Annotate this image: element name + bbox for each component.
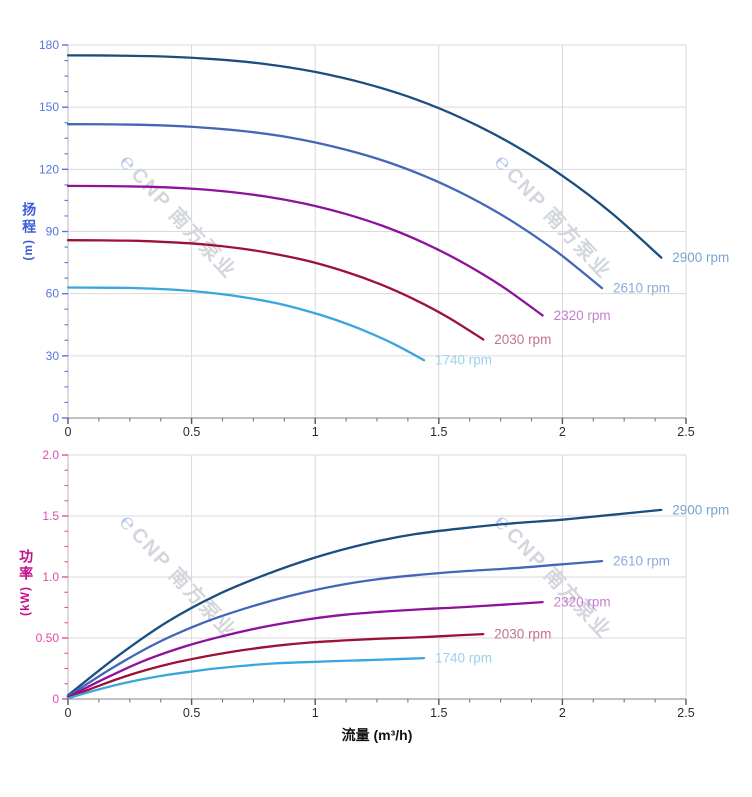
curve-label-1740-rpm: 1740 rpm	[435, 353, 492, 368]
x-tick-label: 2	[559, 425, 566, 439]
curve-label-2610-rpm: 2610 rpm	[613, 554, 670, 569]
x-tick-label: 0.5	[183, 706, 200, 720]
watermark-brand-text: CNP 南方泵业	[126, 162, 241, 283]
curve-label-2320-rpm: 2320 rpm	[554, 308, 611, 323]
watermark-text: ℮CNP 南方泵业	[115, 509, 243, 644]
y-axis-unit-head: (m)	[21, 239, 36, 261]
x-tick-label: 2.5	[677, 425, 694, 439]
x-tick-label: 2	[559, 706, 566, 720]
curve-2610-rpm	[66, 559, 604, 698]
curve-label-1740-rpm: 1740 rpm	[435, 651, 492, 666]
curve-2030-rpm	[66, 632, 485, 699]
curve-label-2900-rpm: 2900 rpm	[672, 502, 729, 517]
watermark-brand-text: CNP 南方泵业	[501, 162, 616, 283]
x-tick-label: 2.5	[677, 706, 694, 720]
curve-2030-rpm	[66, 239, 485, 341]
y-axis-title-head: 扬程 (m)	[21, 202, 37, 261]
curve-2610-rpm	[66, 123, 604, 290]
y-tick-label: 0	[52, 411, 59, 425]
y-axis-title-head-text: 扬程	[21, 202, 38, 236]
y-axis-unit-power: (kW)	[18, 586, 33, 616]
watermark-text: ℮CNP 南方泵业	[490, 509, 618, 644]
x-tick-label: 0.5	[183, 425, 200, 439]
curve-1740-rpm	[66, 656, 426, 700]
curve-label-2900-rpm: 2900 rpm	[672, 250, 729, 265]
y-tick-label: 0.50	[36, 631, 60, 645]
curve-2900-rpm	[66, 54, 663, 259]
x-tick-label: 1	[312, 706, 319, 720]
y-tick-label: 120	[39, 162, 59, 176]
watermark-brand-text: CNP 南方泵业	[501, 522, 616, 643]
curve-2900-rpm	[66, 508, 663, 697]
y-tick-label: 2.0	[42, 448, 59, 462]
x-tick-label: 1	[312, 425, 319, 439]
watermark-brand-text: CNP 南方泵业	[126, 522, 241, 643]
curve-label-2610-rpm: 2610 rpm	[613, 281, 670, 296]
watermark: ℮CNP 南方泵业	[490, 509, 618, 644]
y-tick-label: 90	[46, 225, 60, 239]
curve-label-2320-rpm: 2320 rpm	[554, 595, 611, 610]
x-tick-label: 0	[65, 425, 72, 439]
y-tick-label: 150	[39, 100, 59, 114]
y-axis-title-power-text: 功率	[18, 549, 35, 583]
x-axis-title: 流量 (m³/h)	[342, 727, 413, 743]
x-tick-label: 1.5	[430, 706, 447, 720]
y-tick-label: 30	[46, 349, 60, 363]
x-tick-label: 0	[65, 706, 72, 720]
curve-2320-rpm	[66, 184, 544, 317]
y-tick-label: 1.5	[42, 509, 59, 523]
curve-label-2030-rpm: 2030 rpm	[494, 332, 551, 347]
watermark: ℮CNP 南方泵业	[115, 509, 243, 644]
y-tick-label: 180	[39, 38, 59, 52]
y-axis-title-power: 功率 (kW)	[18, 549, 34, 616]
y-tick-label: 1.0	[42, 570, 59, 584]
y-tick-label: 0	[52, 692, 59, 706]
curve-1740-rpm	[66, 286, 426, 362]
curve-2320-rpm	[66, 600, 544, 699]
curve-label-2030-rpm: 2030 rpm	[494, 627, 551, 642]
x-tick-label: 1.5	[430, 425, 447, 439]
y-tick-label: 60	[46, 287, 60, 301]
chart-power-vs-flow: ℮CNP 南方泵业 ℮CNP 南方泵业 0 0.50 1.0 1.5 2.0 0 0.5 1 1.5…	[36, 448, 730, 743]
